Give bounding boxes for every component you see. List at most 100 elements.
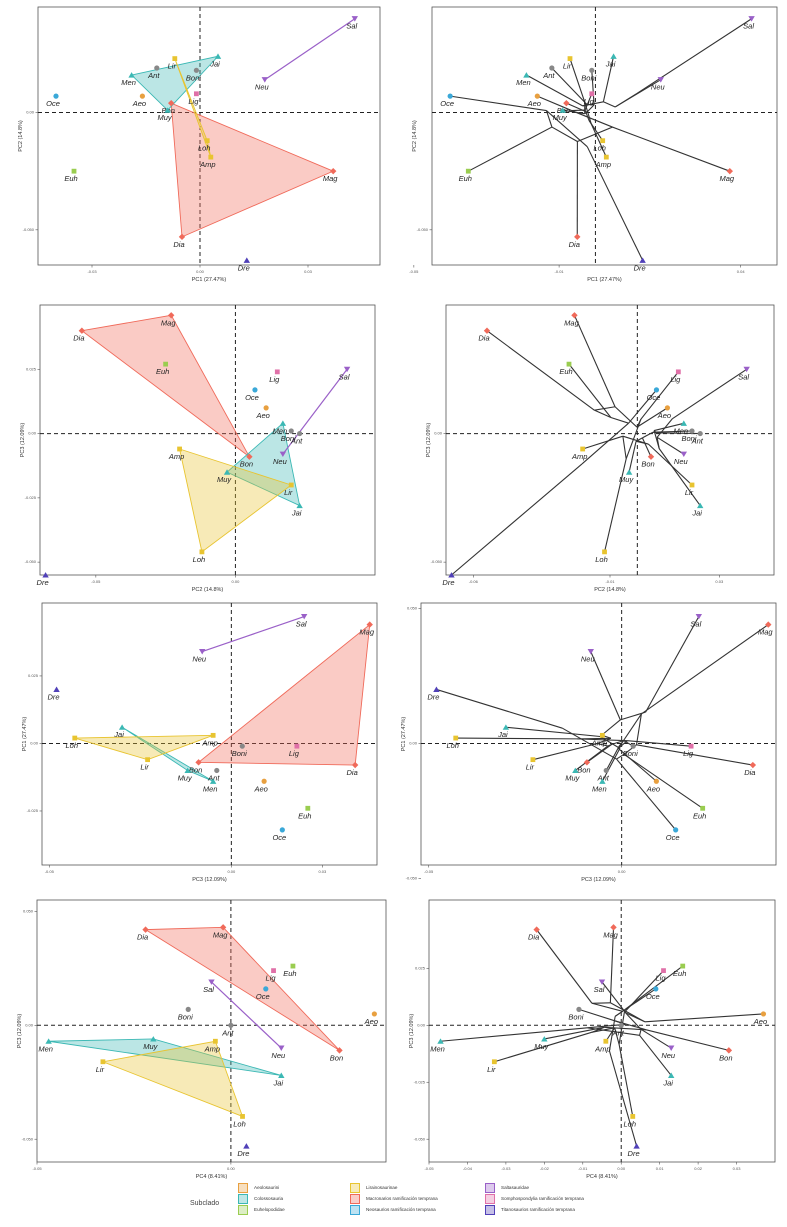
tree-branch xyxy=(586,743,613,763)
point-marker-lig xyxy=(194,91,199,97)
tree-branch xyxy=(601,981,628,1016)
point-label: Aeo xyxy=(132,99,146,108)
tree-branch xyxy=(636,18,752,94)
point-marker-boni xyxy=(630,743,636,749)
point-label: Men xyxy=(516,78,531,87)
y-tick-label: 0.00 xyxy=(409,741,418,746)
point-marker-amp xyxy=(177,446,182,452)
point-label: Sal xyxy=(203,985,214,994)
point-label: Ant xyxy=(597,773,610,782)
point-marker-mag xyxy=(765,621,772,628)
point-marker-dia xyxy=(142,926,149,933)
point-label: Jai xyxy=(691,509,702,518)
point-marker-muy xyxy=(150,1036,157,1042)
point-label: Aeo xyxy=(527,99,541,108)
point-label: Mag xyxy=(161,318,176,327)
plot-frame xyxy=(39,304,376,576)
point-label: Muy xyxy=(565,773,580,782)
tree-branch xyxy=(526,74,583,107)
x-tick-label: -0.05 xyxy=(424,1166,434,1171)
point-marker-sal xyxy=(351,16,358,22)
y-tick-label: -0.050 xyxy=(406,876,418,881)
hull-colossosauria xyxy=(48,1038,282,1076)
chart-panel-1: -0.03 0.00 0.03 -0.050 0.00 PC1 (27.47%) PC2 (… xyxy=(18,6,381,283)
x-tick-label: -0.03 xyxy=(87,269,97,274)
tree-branch xyxy=(551,126,578,142)
point-marker-euh xyxy=(163,361,169,367)
point-label: Loh xyxy=(446,741,459,750)
point-label: Oce xyxy=(647,393,661,402)
point-label: Mag xyxy=(719,174,734,183)
tree-branch xyxy=(623,970,664,1013)
point-label: Dia xyxy=(744,768,755,777)
point-marker-ant xyxy=(214,767,220,774)
point-label: Ant xyxy=(207,773,220,782)
plot-frame xyxy=(36,899,387,1163)
point-marker-neu xyxy=(587,649,594,655)
point-marker-lir xyxy=(172,56,178,61)
tree-branch xyxy=(646,1029,729,1051)
hull-saltasauridae xyxy=(211,981,282,1049)
point-label: Neu xyxy=(255,83,270,92)
point-marker-ant xyxy=(228,1022,234,1028)
point-marker-mag xyxy=(726,167,733,175)
point-marker-men xyxy=(599,778,606,784)
tree-branch xyxy=(587,1027,640,1036)
point-marker-loh xyxy=(453,735,459,741)
point-label: Muy xyxy=(158,113,173,122)
point-marker-ant xyxy=(603,767,609,774)
point-label: Amp xyxy=(594,1044,610,1053)
point-marker-bon xyxy=(336,1047,343,1054)
point-label: Aeo xyxy=(657,411,671,420)
point-label: Mag xyxy=(564,318,579,327)
point-marker-lig xyxy=(589,91,595,97)
chart-panel-8: -0.05 -0.04 -0.03 -0.02 -0.01 0.00 0.01 0.02 0.0… xyxy=(409,899,776,1180)
point-label: Boni xyxy=(581,73,596,82)
point-marker-lig xyxy=(294,743,300,749)
point-marker-men xyxy=(680,420,687,426)
point-marker-euh xyxy=(700,805,706,811)
tree-branch xyxy=(602,56,615,102)
hull-macronarios xyxy=(197,623,371,766)
tree-branch xyxy=(658,448,701,506)
point-label: Mag xyxy=(359,628,374,637)
legend-key-swatch xyxy=(350,1194,360,1204)
point-label: Amp xyxy=(591,738,607,747)
tree-branch xyxy=(562,109,585,115)
point-label: Sal xyxy=(743,22,754,31)
point-marker-mag xyxy=(330,167,337,175)
point-marker-mag xyxy=(571,312,578,319)
point-label: Dia xyxy=(347,768,358,777)
point-label: Lir xyxy=(168,62,177,71)
point-label: Lig xyxy=(683,749,694,758)
point-marker-jai xyxy=(214,53,222,59)
tree-branch xyxy=(635,713,642,745)
point-label: Loh xyxy=(66,741,79,750)
tree-branch xyxy=(571,110,613,128)
point-label: Neu xyxy=(192,655,207,664)
point-marker-oce xyxy=(653,986,659,992)
point-marker-lir xyxy=(491,1059,497,1065)
point-marker-neu xyxy=(680,451,687,458)
tree-branch xyxy=(486,330,595,411)
point-marker-oce xyxy=(263,986,269,992)
point-label: Dia xyxy=(73,334,84,343)
point-marker-jai xyxy=(697,502,704,509)
tree-branch xyxy=(568,363,612,418)
legend-label: Macronarios ramificación temprana xyxy=(366,1196,438,1201)
y-tick-label: 0.00 xyxy=(28,431,37,436)
plot-frame xyxy=(431,6,778,266)
point-marker-boni xyxy=(193,67,199,73)
point-label: Jai xyxy=(497,730,508,739)
point-label: Euh xyxy=(298,811,311,820)
point-marker-sal xyxy=(743,366,750,373)
chart-panel-6: -0.05 0.00 -0.050 0.00 0.050 PC3 (12.09%) PC1 … xyxy=(401,602,777,883)
tree-branch xyxy=(605,745,620,771)
point-marker-sal xyxy=(208,979,215,985)
plot-frame xyxy=(420,602,777,866)
point-label: Sal xyxy=(346,22,357,31)
tree-branch xyxy=(636,407,668,428)
point-label: Neu xyxy=(581,655,596,664)
point-label: Euh xyxy=(283,969,296,978)
hull-colossosauria xyxy=(226,422,301,507)
